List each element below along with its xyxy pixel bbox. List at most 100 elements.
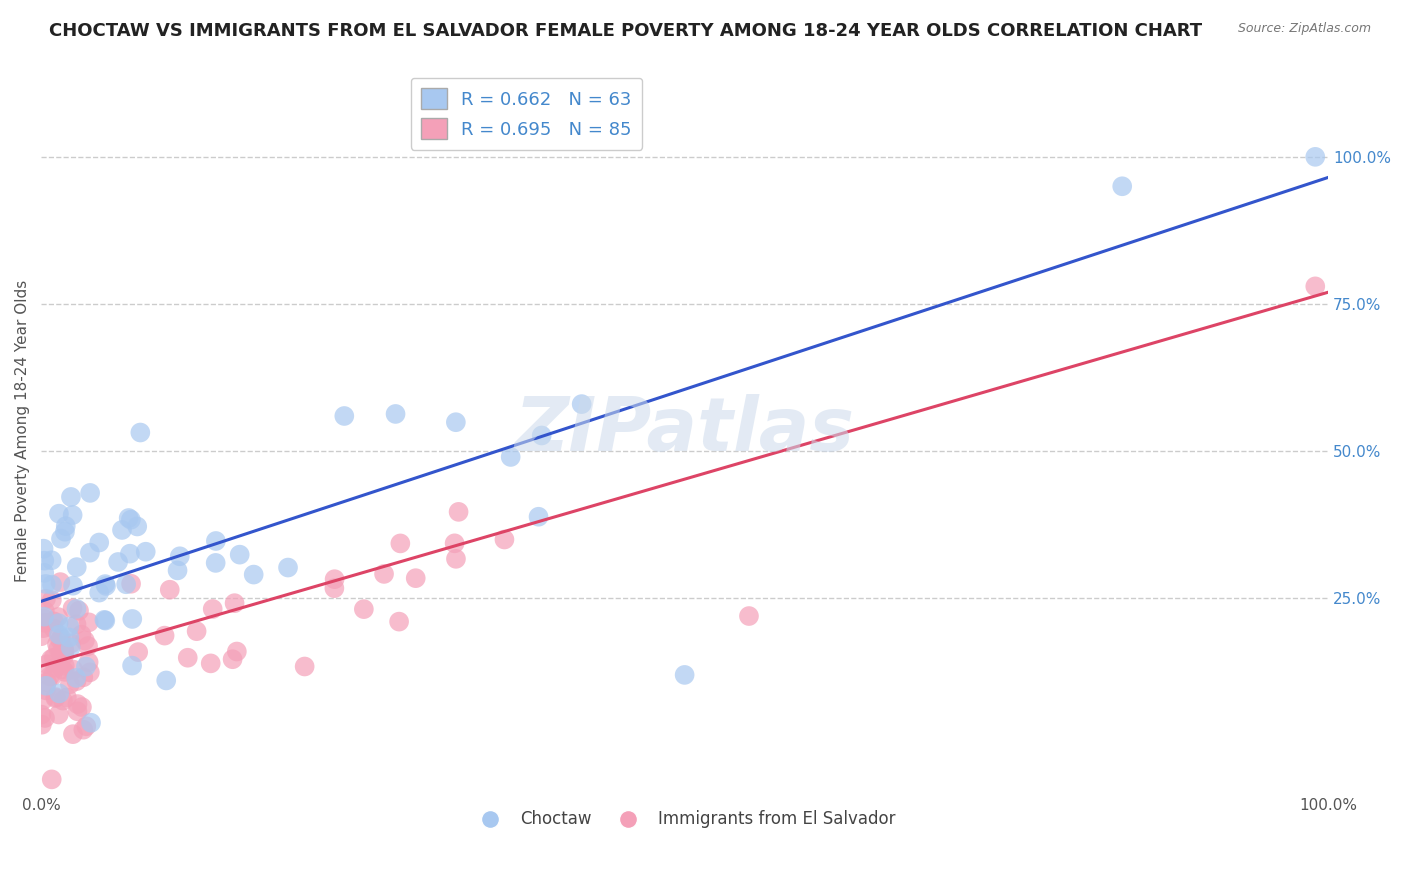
Point [221,652,243,666]
Point [77,615,100,630]
Text: CHOCTAW VS IMMIGRANTS FROM EL SALVADOR FEMALE POVERTY AMONG 18-24 YEAR OLDS CORR: CHOCTAW VS IMMIGRANTS FROM EL SALVADOR F… [49,22,1202,40]
Point [34,615,56,630]
Point [121,612,143,626]
Point [32,611,55,625]
Point [673,668,696,682]
Point [353,602,375,616]
Point [153,629,176,643]
Point [53,524,76,539]
Point [530,428,553,442]
Point [242,567,264,582]
Point [62,579,84,593]
Point [444,415,467,429]
Point [447,505,470,519]
Point [66,560,89,574]
Point [79,486,101,500]
Point [34,577,56,591]
Point [41,553,63,567]
Point [118,511,141,525]
Point [55,519,77,533]
Point [1303,150,1326,164]
Point [155,673,177,688]
Point [277,560,299,574]
Point [38,669,60,683]
Point [75,719,97,733]
Point [127,519,149,533]
Point [72,723,94,737]
Point [121,658,143,673]
Point [48,507,70,521]
Point [49,575,72,590]
Point [30,629,52,643]
Point [115,577,138,591]
Point [499,450,522,464]
Point [129,425,152,440]
Point [66,704,89,718]
Point [48,616,70,631]
Point [94,579,117,593]
Point [571,397,593,411]
Point [228,548,250,562]
Point [72,670,94,684]
Point [169,549,191,564]
Point [35,657,58,672]
Point [59,640,82,655]
Point [49,631,72,645]
Point [53,659,76,673]
Point [48,628,70,642]
Point [31,717,53,731]
Point [65,617,87,632]
Point [45,690,67,704]
Point [224,596,246,610]
Point [34,604,56,618]
Point [77,655,100,669]
Point [48,686,70,700]
Point [65,674,87,689]
Point [135,545,157,559]
Text: Source: ZipAtlas.com: Source: ZipAtlas.com [1237,22,1371,36]
Point [118,547,141,561]
Point [35,679,58,693]
Point [51,662,73,676]
Point [62,727,84,741]
Point [58,619,80,633]
Point [35,683,58,698]
Point [53,665,76,679]
Point [225,644,247,658]
Point [527,509,550,524]
Point [41,578,63,592]
Text: ZIPatlas: ZIPatlas [515,394,855,467]
Point [41,772,63,787]
Point [200,657,222,671]
Legend: Choctaw, Immigrants from El Salvador: Choctaw, Immigrants from El Salvador [467,804,903,835]
Point [59,490,82,504]
Point [41,669,63,683]
Point [80,715,103,730]
Point [494,533,516,547]
Point [444,551,467,566]
Point [73,633,96,648]
Point [66,697,89,711]
Point [166,563,188,577]
Point [333,409,356,423]
Point [89,535,111,549]
Point [41,593,63,607]
Point [70,628,93,642]
Point [373,566,395,581]
Point [62,508,84,522]
Point [738,609,761,624]
Point [44,661,66,675]
Point [389,536,412,550]
Point [205,533,228,548]
Point [30,707,52,722]
Point [62,601,84,615]
Point [62,663,84,677]
Point [201,602,224,616]
Point [42,622,65,636]
Point [42,615,65,629]
Point [39,652,62,666]
Point [111,523,134,537]
Point [34,711,56,725]
Point [93,613,115,627]
Point [42,650,65,665]
